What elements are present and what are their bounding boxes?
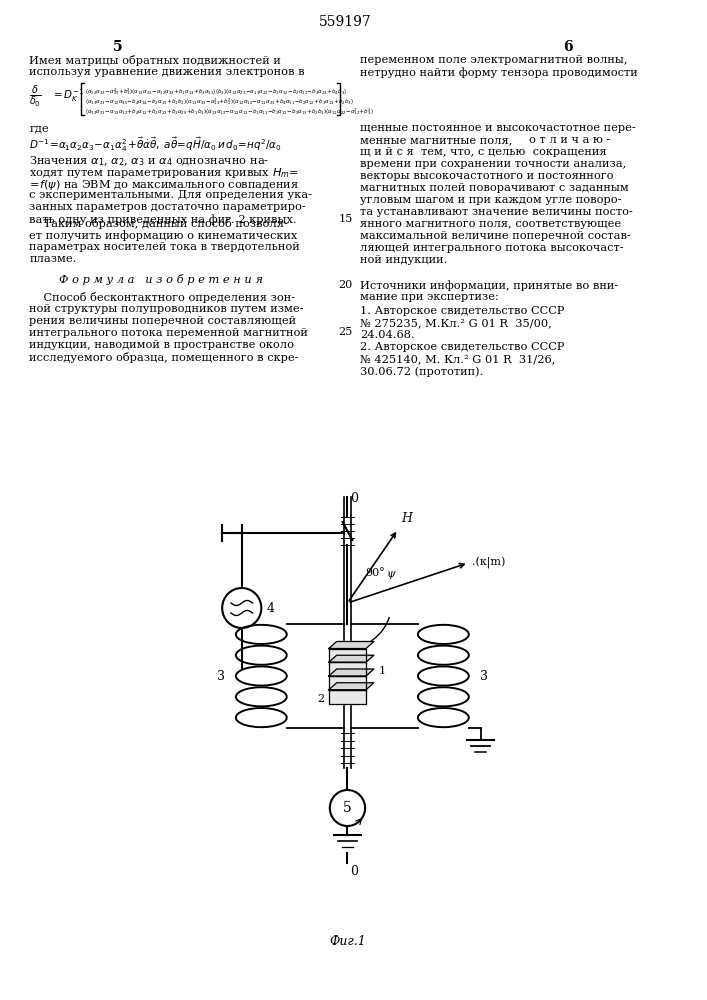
- Text: магнитных полей поворачивают с заданным: магнитных полей поворачивают с заданным: [360, 183, 629, 193]
- Text: 3: 3: [479, 670, 488, 682]
- Text: $= D_K^{-1}$: $= D_K^{-1}$: [51, 87, 84, 104]
- Text: $\frac{\delta}{\delta_0}$: $\frac{\delta}{\delta_0}$: [30, 84, 42, 110]
- Text: H: H: [401, 512, 411, 525]
- Text: Значения $\alpha_1$, $\alpha_2$, $\alpha_3$ и $\alpha_4$ однозначно на-: Значения $\alpha_1$, $\alpha_2$, $\alpha…: [30, 154, 269, 168]
- Text: времени при сохранении точности анализа,: времени при сохранении точности анализа,: [360, 159, 626, 169]
- Text: Таким образом, данный способ позволя-: Таким образом, данный способ позволя-: [30, 218, 288, 229]
- Text: Ф о р м у л а   и з о б р е т е н и я: Ф о р м у л а и з о б р е т е н и я: [59, 274, 262, 285]
- Polygon shape: [329, 662, 366, 676]
- Text: 5: 5: [112, 40, 122, 54]
- Text: 90°: 90°: [365, 568, 385, 578]
- Text: угловым шагом и при каждом угле поворо-: угловым шагом и при каждом угле поворо-: [360, 195, 621, 205]
- Text: ляющей интегрального потока высокочаст-: ляющей интегрального потока высокочаст-: [360, 243, 624, 253]
- Text: янного магнитного поля, соответствующее: янного магнитного поля, соответствующее: [360, 219, 621, 229]
- Text: 5: 5: [343, 801, 352, 815]
- Text: максимальной величине поперечной состав-: максимальной величине поперечной состав-: [360, 231, 631, 241]
- Text: 0: 0: [351, 492, 358, 505]
- Text: щ и й с я  тем, что, с целью  сокращения: щ и й с я тем, что, с целью сокращения: [360, 147, 607, 157]
- Text: $(\alpha_{22}\alpha_{33}\!-\!\alpha_{23}^2\!+\!b_1^2)(\alpha_{13}\alpha_{23}\!-\: $(\alpha_{22}\alpha_{33}\!-\!\alpha_{23}…: [85, 86, 347, 97]
- Text: нетрудно найти форму тензора проводимости: нетрудно найти форму тензора проводимост…: [360, 67, 638, 78]
- Text: 25: 25: [339, 327, 353, 337]
- Text: параметрах носителей тока в твердотельной: параметрах носителей тока в твердотельно…: [30, 242, 300, 252]
- Polygon shape: [329, 669, 374, 676]
- Text: 6: 6: [563, 40, 573, 54]
- Text: $D^{-1}\!=\!\alpha_1\alpha_2\alpha_3\!-\!\alpha_1\alpha_4^2\!+\!\vec{\theta}\dot: $D^{-1}\!=\!\alpha_1\alpha_2\alpha_3\!-\…: [30, 136, 282, 154]
- Polygon shape: [329, 642, 374, 648]
- Text: ψ: ψ: [387, 569, 395, 579]
- Text: 15: 15: [339, 214, 353, 224]
- Text: 24.04.68.: 24.04.68.: [360, 330, 415, 340]
- Text: 0: 0: [351, 865, 358, 878]
- Text: переменном поле электромагнитной волны,: переменном поле электромагнитной волны,: [360, 55, 628, 65]
- Text: 559197: 559197: [319, 15, 372, 29]
- Text: 3: 3: [217, 670, 226, 682]
- Polygon shape: [329, 676, 366, 690]
- Text: где: где: [30, 123, 49, 133]
- Text: Фиг.1: Фиг.1: [329, 935, 366, 948]
- Text: ет получить информацию о кинематических: ет получить информацию о кинематических: [30, 230, 298, 241]
- Text: Имея матрицы обратных подвижностей и: Имея матрицы обратных подвижностей и: [30, 55, 281, 66]
- Text: ной индукции.: ной индукции.: [360, 255, 448, 265]
- Text: исследуемого образца, помещенного в скре-: исследуемого образца, помещенного в скре…: [30, 352, 299, 363]
- Text: плазме.: плазме.: [30, 254, 77, 264]
- Text: 4: 4: [267, 601, 274, 614]
- Text: 1. Авторское свидетельство СССР: 1. Авторское свидетельство СССР: [360, 306, 565, 316]
- Polygon shape: [329, 690, 366, 704]
- Text: с экспериментальными. Для определения ука-: с экспериментальными. Для определения ук…: [30, 190, 312, 200]
- Text: используя уравнение движения электронов в: используя уравнение движения электронов …: [30, 67, 305, 77]
- Text: ходят путем параметрирования кривых $H_m\!=\!$: ходят путем параметрирования кривых $H_m…: [30, 166, 300, 180]
- Text: векторы высокочастотного и постоянного: векторы высокочастотного и постоянного: [360, 171, 614, 181]
- Text: вать одну из приведенных на фиг. 2 кривых.: вать одну из приведенных на фиг. 2 кривы…: [30, 214, 297, 225]
- Text: о т л и ч а ю -: о т л и ч а ю -: [529, 135, 610, 145]
- Text: 2: 2: [317, 694, 324, 704]
- Text: мание при экспертизе:: мание при экспертизе:: [360, 292, 499, 302]
- Text: интегрального потока переменной магнитной: интегрального потока переменной магнитно…: [30, 328, 308, 338]
- Text: та устанавливают значение величины посто-: та устанавливают значение величины посто…: [360, 207, 633, 217]
- Text: Способ бесконтактного определения зон-: Способ бесконтактного определения зон-: [30, 292, 296, 303]
- Text: .(к|m): .(к|m): [472, 557, 506, 569]
- Text: занных параметров достаточно параметриро-: занных параметров достаточно параметриро…: [30, 202, 306, 212]
- Text: $(\alpha_{13}\alpha_{23}\!-\!\alpha_{12}\alpha_{35}\!-\!b_4\alpha_{14}\!-\!b_2\a: $(\alpha_{13}\alpha_{23}\!-\!\alpha_{12}…: [85, 96, 354, 107]
- Text: 2. Авторское свидетельство СССР: 2. Авторское свидетельство СССР: [360, 342, 565, 352]
- Text: щенные постоянное и высокочастотное пере-: щенные постоянное и высокочастотное пере…: [360, 123, 636, 133]
- Polygon shape: [329, 655, 374, 662]
- Text: 30.06.72 (прототип).: 30.06.72 (прототип).: [360, 366, 484, 377]
- Text: рения величины поперечной составляющей: рения величины поперечной составляющей: [30, 316, 296, 326]
- Text: 1: 1: [379, 666, 386, 676]
- Text: № 425140, М. Кл.² G 01 R  31/26,: № 425140, М. Кл.² G 01 R 31/26,: [360, 354, 556, 364]
- Text: Источники информации, принятые во вни-: Источники информации, принятые во вни-: [360, 280, 619, 291]
- Text: индукции, наводимой в пространстве около: индукции, наводимой в пространстве около: [30, 340, 294, 350]
- Polygon shape: [329, 683, 374, 690]
- Text: $\!=\!f(\psi)$ на ЭВМ до максимального совпадения: $\!=\!f(\psi)$ на ЭВМ до максимального с…: [30, 178, 300, 192]
- Text: № 275235, М.Кл.² G 01 R  35/00,: № 275235, М.Кл.² G 01 R 35/00,: [360, 318, 552, 328]
- Polygon shape: [329, 648, 366, 662]
- Text: менные магнитные поля,: менные магнитные поля,: [360, 135, 513, 145]
- Text: $(\alpha_{12}\alpha_{23}\!-\!\alpha_{13}\alpha_{12}\!+\!b_4\alpha_{12}\!+\!b_2\a: $(\alpha_{12}\alpha_{23}\!-\!\alpha_{13}…: [85, 106, 374, 117]
- Text: ной структуры полупроводников путем изме-: ной структуры полупроводников путем изме…: [30, 304, 304, 314]
- Text: 20: 20: [339, 280, 353, 290]
